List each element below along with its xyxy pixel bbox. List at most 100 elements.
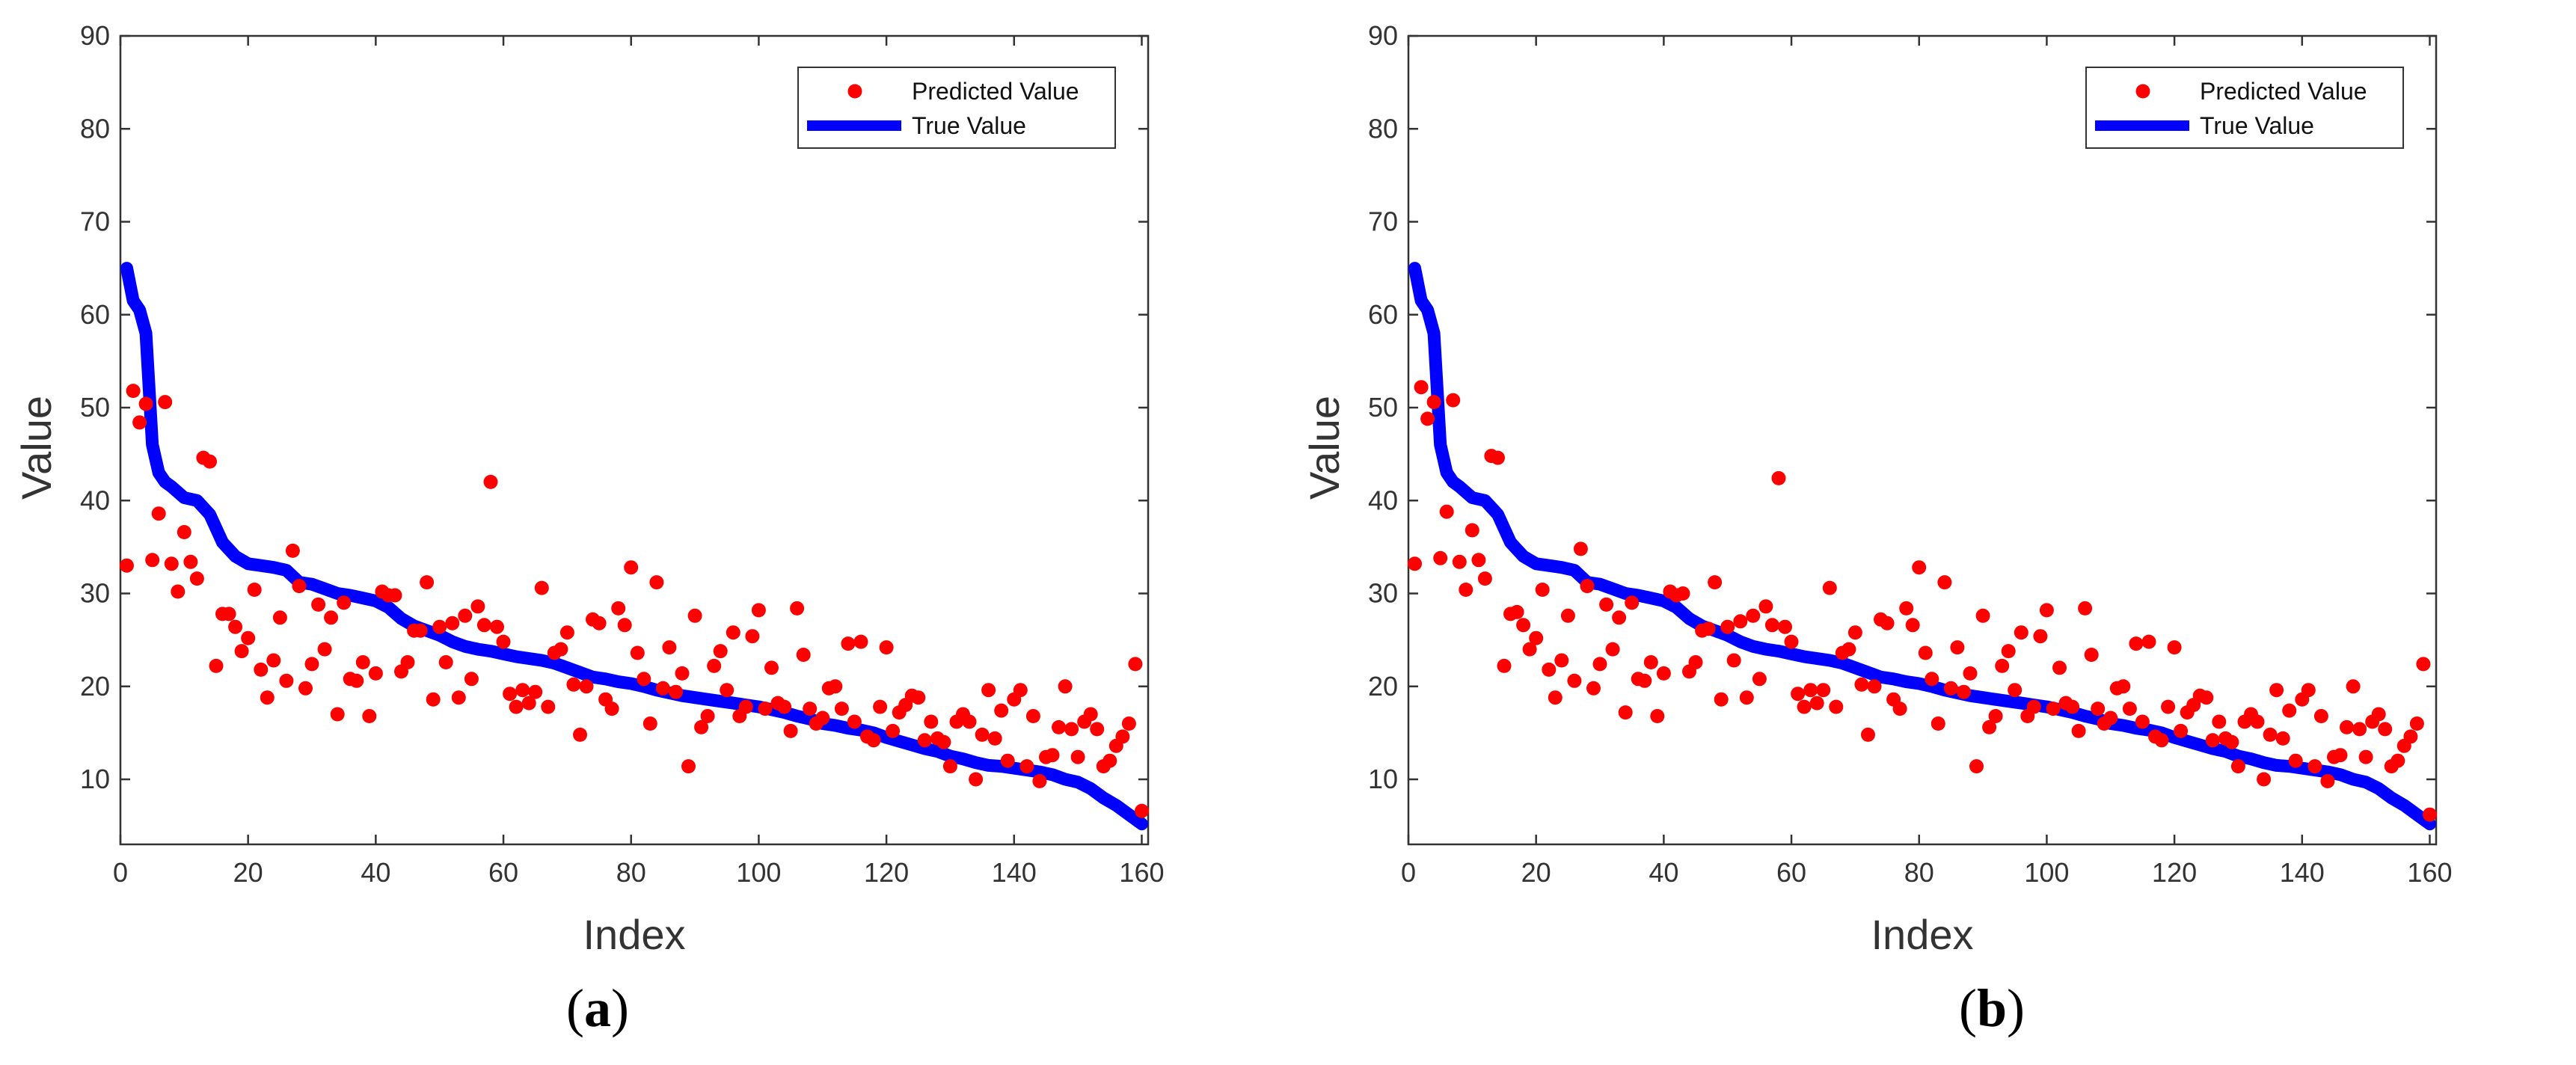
panel-b-predicted-point	[2116, 679, 2131, 694]
panel-b-predicted-point	[1516, 618, 1531, 633]
panel-b-predicted-point	[1414, 380, 1429, 395]
panel-b-true-value-line	[1408, 262, 2436, 831]
panel-b-predicted-point	[1925, 672, 1939, 687]
panel-a-predicted-point	[828, 679, 843, 694]
panel-a-predicted-point	[355, 655, 370, 669]
panel-a-predicted-point	[285, 543, 300, 558]
panel-b-x-tick-label: 120	[2152, 857, 2197, 888]
panel-b-y-tick-label: 30	[1368, 578, 1398, 609]
panel-b-predicted-point	[2301, 683, 2316, 698]
panel-a-predicted-point	[503, 687, 518, 702]
panel-b-predicted-point	[2046, 702, 2061, 716]
panel-b-predicted-point	[2065, 699, 2080, 714]
panel-a-predicted-point	[445, 616, 460, 630]
panel-b-legend-true-label: True Value	[2200, 112, 2314, 139]
panel-a-predicted-point	[158, 395, 173, 410]
panel-b-predicted-point	[1592, 657, 1607, 672]
panel-a-predicted-point	[687, 608, 702, 623]
panel-b-x-tick-label: 140	[2280, 857, 2325, 888]
panel-a-predicted-point	[796, 648, 811, 662]
panel-a-legend-predicted-label: Predicted Value	[912, 78, 1079, 105]
panel-b-predicted-point	[2154, 733, 2169, 748]
panel-a-y-tick-label: 20	[80, 671, 110, 702]
panel-a-y-tick-label: 30	[80, 578, 110, 609]
panel-b-predicted-point	[1701, 621, 1716, 636]
panel-a-predicted-point	[579, 679, 594, 694]
panel-a-predicted-point	[247, 583, 262, 597]
panel-a-predicted-point	[630, 645, 645, 660]
panel-a-predicted-point	[669, 684, 683, 699]
panel-a-predicted-point	[981, 683, 996, 698]
panel-a-predicted-point	[917, 733, 932, 748]
panel-b-predicted-point	[2340, 719, 2354, 734]
panel-a-predicted-point	[681, 759, 696, 774]
panel-b-predicted-point	[2307, 759, 2322, 774]
panel-b-predicted-point	[1656, 666, 1671, 681]
panel-b-predicted-point	[2071, 723, 2086, 738]
panel-a-predicted-point	[1070, 749, 1085, 764]
panel-a-predicted-point	[1103, 753, 1117, 768]
panel-b-predicted-point	[1931, 716, 1945, 731]
panel-a-x-axis-label: Index	[583, 911, 686, 958]
panel-a-predicted-point	[317, 642, 332, 657]
panel-a-predicted-point	[720, 683, 735, 698]
panel-b-predicted-point	[1433, 550, 1448, 565]
panel-b-predicted-point	[1459, 583, 1473, 597]
panel-a-legend-true-label: True Value	[912, 112, 1026, 139]
caption-a-letter: a	[583, 978, 611, 1038]
panel-a-predicted-point	[1013, 683, 1028, 698]
panel-a-predicted-point	[987, 731, 1002, 746]
panel-b-x-tick-label: 80	[1904, 857, 1934, 888]
panel-b-predicted-point	[1912, 560, 1927, 575]
panel-b-predicted-point	[1452, 554, 1467, 569]
panel-b-predicted-point	[1522, 642, 1537, 657]
panel-b-predicted-point	[1995, 658, 2010, 673]
panel-a-predicted-point	[349, 673, 364, 688]
panel-a-plot-area	[119, 34, 1150, 846]
panel-b-predicted-point	[1643, 655, 1658, 669]
panel-b-predicted-point	[2313, 709, 2328, 723]
panel-b-predicted-point	[1477, 571, 1492, 586]
panel-a-predicted-point	[1090, 722, 1105, 737]
panel-a-y-tick-label: 70	[80, 206, 110, 237]
panel-a-predicted-point	[873, 699, 888, 714]
panel-a-predicted-point	[611, 601, 626, 616]
panel-a-y-axis-label: Value	[13, 396, 60, 500]
panel-b-predicted-point	[2320, 774, 2335, 788]
panel-a-predicted-point	[260, 690, 275, 705]
panel-a-predicted-point	[221, 607, 236, 621]
panel-a-predicted-point	[1000, 753, 1015, 768]
panel-a-predicted-point	[234, 644, 249, 659]
panel-a-predicted-point	[994, 703, 1009, 718]
panel-a-predicted-point	[362, 709, 377, 723]
panel-a-predicted-point	[241, 630, 256, 645]
panel-a-predicted-point	[304, 657, 319, 672]
panel-a-predicted-point	[604, 702, 619, 716]
panel-b-predicted-point	[1739, 690, 1754, 705]
panel-b-predicted-point	[1612, 610, 1627, 625]
panel-a-predicted-point	[790, 601, 805, 616]
panel-b-predicted-point	[1829, 699, 1844, 714]
panel-b-predicted-point	[1708, 575, 1723, 590]
panel-a-x-tick-label: 20	[233, 857, 263, 888]
panel-a-y-tick-label: 40	[80, 485, 110, 515]
panel-a-predicted-point	[145, 553, 160, 568]
panel-b-predicted-point	[2174, 723, 2189, 738]
panel-b-predicted-point	[2358, 749, 2373, 764]
panel-b-predicted-point	[1854, 677, 1869, 692]
panel-b-predicted-point	[1509, 604, 1524, 619]
panel-b-predicted-point	[1841, 642, 1856, 657]
panel-a-predicted-point	[643, 716, 657, 731]
panel-a-predicted-point	[738, 699, 753, 714]
panel-b-predicted-point	[2129, 636, 2144, 651]
panel-b-predicted-point	[1957, 684, 1971, 699]
panel-b-x-tick-label: 160	[2407, 857, 2452, 888]
panel-b-legend	[2085, 67, 2404, 149]
panel-b-predicted-point	[1847, 625, 1862, 640]
panel-b-predicted-point	[1554, 653, 1569, 668]
panel-a-predicted-point	[1032, 774, 1047, 788]
panel-a-predicted-point	[936, 734, 951, 749]
panel-b-predicted-point	[1982, 719, 1997, 734]
panel-b-predicted-point	[1969, 759, 1984, 774]
